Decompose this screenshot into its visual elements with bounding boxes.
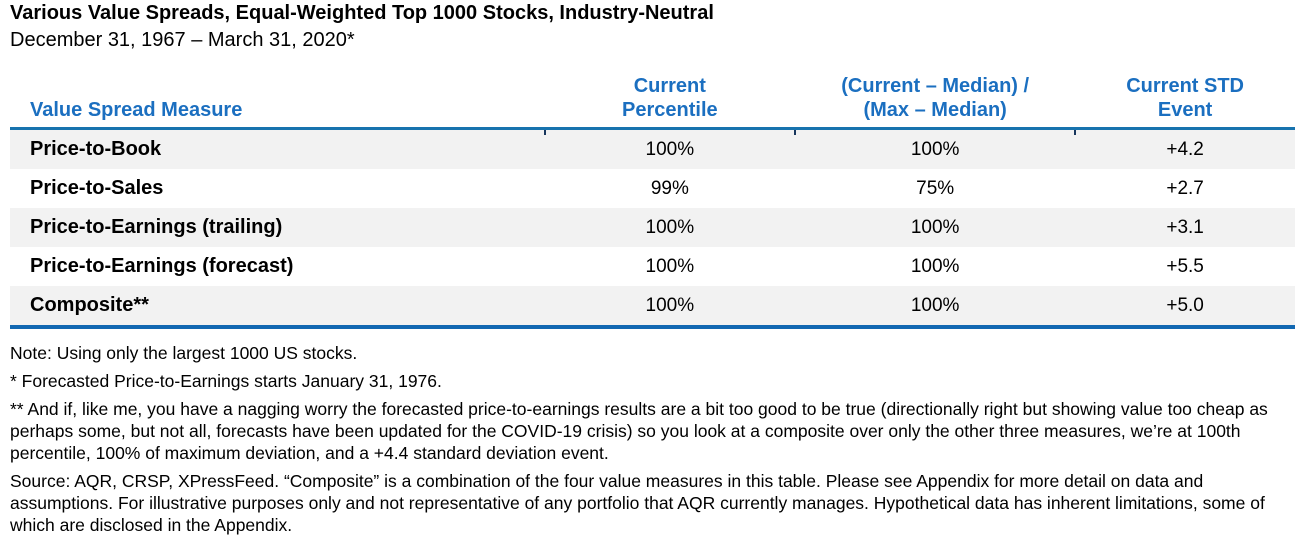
footnote-source: Source: AQR, CRSP, XPressFeed. “Composit… — [10, 471, 1265, 535]
current-percentile-value: 99% — [650, 177, 689, 199]
table-row: Price-to-Book 100% 100% +4.2 — [10, 128, 1295, 170]
footnote-asterisk: * Forecasted Price-to-Earnings starts Ja… — [10, 371, 442, 391]
table-row: Price-to-Earnings (trailing) 100% 100% +… — [10, 208, 1295, 247]
footnote-note: Note: Using only the largest 1000 US sto… — [10, 343, 358, 363]
std-event-value: +3.1 — [1166, 216, 1204, 238]
current-percentile-value: 100% — [544, 286, 796, 329]
std-event-value: +2.7 — [1166, 177, 1204, 199]
row-label: Price-to-Earnings (trailing) — [30, 216, 283, 238]
deviation-ratio-value: 75% — [916, 177, 955, 199]
row-label: Composite** — [10, 286, 545, 329]
deviation-ratio-value: 100% — [910, 255, 960, 277]
deviation-ratio-value: 100% — [794, 128, 1075, 170]
deviation-ratio-value: 100% — [795, 286, 1076, 329]
column-header-current-median-max-median: (Current – Median) / (Max – Median) — [795, 74, 1076, 130]
column-header-current-percentile: Current Percentile — [544, 74, 796, 130]
row-label: Price-to-Earnings (forecast) — [30, 255, 294, 277]
current-percentile-value: 100% — [543, 128, 796, 170]
deviation-ratio-value: 100% — [910, 216, 960, 238]
page-subtitle: December 31, 1967 – March 31, 2020* — [10, 29, 355, 51]
table-row: Composite** 100% 100% +5.0 — [10, 286, 1295, 329]
column-header-current-std-event: Current STD Event — [1075, 74, 1295, 130]
std-event-value: +5.5 — [1166, 255, 1204, 277]
footnotes-section: Note: Using only the largest 1000 US sto… — [10, 342, 1295, 536]
value-spreads-table: Value Spread Measure Current Percentile … — [10, 74, 1295, 329]
row-label: Price-to-Book — [30, 138, 162, 160]
row-label: Price-to-Sales — [30, 177, 164, 199]
footnote-double-asterisk: ** And if, like me, you have a nagging w… — [10, 399, 1268, 463]
std-event-value: +4.2 — [1074, 128, 1295, 170]
table-row: Price-to-Sales 99% 75% +2.7 — [10, 169, 1295, 208]
page-title: Various Value Spreads, Equal-Weighted To… — [10, 2, 714, 24]
table-row: Price-to-Earnings (forecast) 100% 100% +… — [10, 247, 1295, 286]
table-header-row: Value Spread Measure Current Percentile … — [10, 74, 1295, 130]
current-percentile-value: 100% — [645, 216, 695, 238]
std-event-value: +5.0 — [1075, 286, 1295, 329]
current-percentile-value: 100% — [645, 255, 695, 277]
column-header-value-spread-measure: Value Spread Measure — [10, 74, 545, 130]
